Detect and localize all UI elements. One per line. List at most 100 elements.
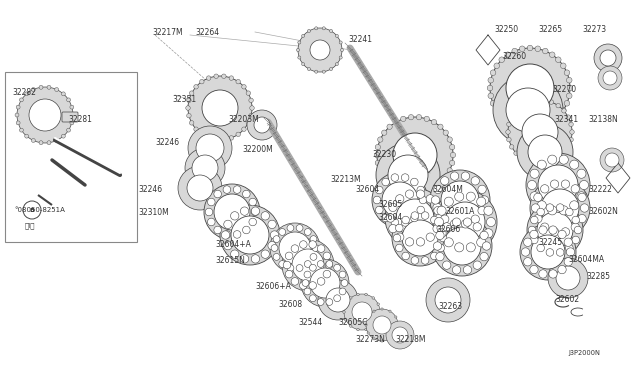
Circle shape xyxy=(375,144,381,150)
Circle shape xyxy=(494,63,500,68)
Circle shape xyxy=(436,231,444,240)
Circle shape xyxy=(439,234,447,242)
Circle shape xyxy=(388,224,397,233)
Circle shape xyxy=(317,299,324,305)
Circle shape xyxy=(220,205,280,265)
Circle shape xyxy=(241,207,249,215)
Circle shape xyxy=(556,57,561,62)
Circle shape xyxy=(471,215,479,223)
Circle shape xyxy=(520,156,524,161)
Circle shape xyxy=(466,192,476,201)
Circle shape xyxy=(442,223,451,231)
Circle shape xyxy=(333,295,340,302)
Circle shape xyxy=(378,168,383,173)
Circle shape xyxy=(549,100,554,104)
Text: 32310M: 32310M xyxy=(138,208,169,217)
Text: 32601A: 32601A xyxy=(445,207,474,216)
Circle shape xyxy=(189,121,194,125)
Circle shape xyxy=(270,231,278,239)
Circle shape xyxy=(531,236,538,244)
Text: 32602N: 32602N xyxy=(588,207,618,216)
Circle shape xyxy=(392,210,448,266)
Circle shape xyxy=(200,80,204,84)
Circle shape xyxy=(546,248,554,256)
Circle shape xyxy=(539,270,547,278)
Circle shape xyxy=(535,46,541,52)
Text: 32222: 32222 xyxy=(588,185,612,194)
Circle shape xyxy=(569,122,573,126)
Circle shape xyxy=(526,153,590,217)
Circle shape xyxy=(393,234,401,242)
Text: 32604: 32604 xyxy=(378,213,403,222)
Circle shape xyxy=(298,28,342,72)
Text: 32203M: 32203M xyxy=(228,115,259,124)
Circle shape xyxy=(39,141,43,145)
Circle shape xyxy=(561,180,570,188)
Circle shape xyxy=(254,117,270,133)
Circle shape xyxy=(522,248,530,256)
Circle shape xyxy=(454,243,464,252)
Circle shape xyxy=(541,161,546,166)
Circle shape xyxy=(54,138,59,142)
Text: 32245: 32245 xyxy=(538,238,562,247)
Circle shape xyxy=(214,74,218,78)
Circle shape xyxy=(376,143,440,207)
Circle shape xyxy=(339,41,342,44)
Circle shape xyxy=(562,109,566,113)
Circle shape xyxy=(246,121,251,125)
Circle shape xyxy=(301,34,305,38)
Circle shape xyxy=(570,201,579,210)
Circle shape xyxy=(452,218,461,226)
Circle shape xyxy=(315,27,317,30)
Circle shape xyxy=(520,103,524,108)
Text: 32138N: 32138N xyxy=(588,115,618,124)
Circle shape xyxy=(419,196,427,204)
FancyBboxPatch shape xyxy=(62,112,78,122)
Circle shape xyxy=(549,270,557,278)
Circle shape xyxy=(487,85,493,91)
Circle shape xyxy=(522,114,558,150)
Circle shape xyxy=(391,174,399,182)
FancyBboxPatch shape xyxy=(5,72,137,242)
Circle shape xyxy=(192,155,218,181)
Circle shape xyxy=(434,206,442,215)
Circle shape xyxy=(268,241,276,250)
Circle shape xyxy=(283,261,291,269)
Circle shape xyxy=(252,207,260,215)
Circle shape xyxy=(577,192,586,201)
Circle shape xyxy=(186,106,190,110)
Circle shape xyxy=(543,48,548,54)
Text: 32351: 32351 xyxy=(172,95,196,104)
Circle shape xyxy=(514,109,518,113)
Circle shape xyxy=(535,124,541,130)
Circle shape xyxy=(323,70,325,73)
Circle shape xyxy=(373,316,391,334)
Circle shape xyxy=(200,132,204,137)
Circle shape xyxy=(449,144,455,150)
Circle shape xyxy=(571,223,579,231)
Circle shape xyxy=(537,160,547,169)
Circle shape xyxy=(234,231,241,238)
Text: 32265: 32265 xyxy=(538,25,562,34)
Circle shape xyxy=(61,134,65,138)
Circle shape xyxy=(433,203,441,212)
Circle shape xyxy=(393,133,437,177)
Circle shape xyxy=(344,303,347,305)
Circle shape xyxy=(546,204,554,211)
Text: B: B xyxy=(29,208,35,212)
Circle shape xyxy=(296,225,303,231)
Circle shape xyxy=(506,130,510,134)
Circle shape xyxy=(490,100,496,106)
Circle shape xyxy=(401,189,406,194)
Circle shape xyxy=(187,98,191,103)
Circle shape xyxy=(548,155,557,164)
Circle shape xyxy=(424,189,429,194)
Circle shape xyxy=(382,214,390,222)
Circle shape xyxy=(531,216,538,224)
Circle shape xyxy=(372,172,428,228)
Circle shape xyxy=(445,202,485,242)
Circle shape xyxy=(189,91,194,95)
Circle shape xyxy=(411,212,419,219)
Circle shape xyxy=(416,238,424,246)
Circle shape xyxy=(477,238,486,247)
